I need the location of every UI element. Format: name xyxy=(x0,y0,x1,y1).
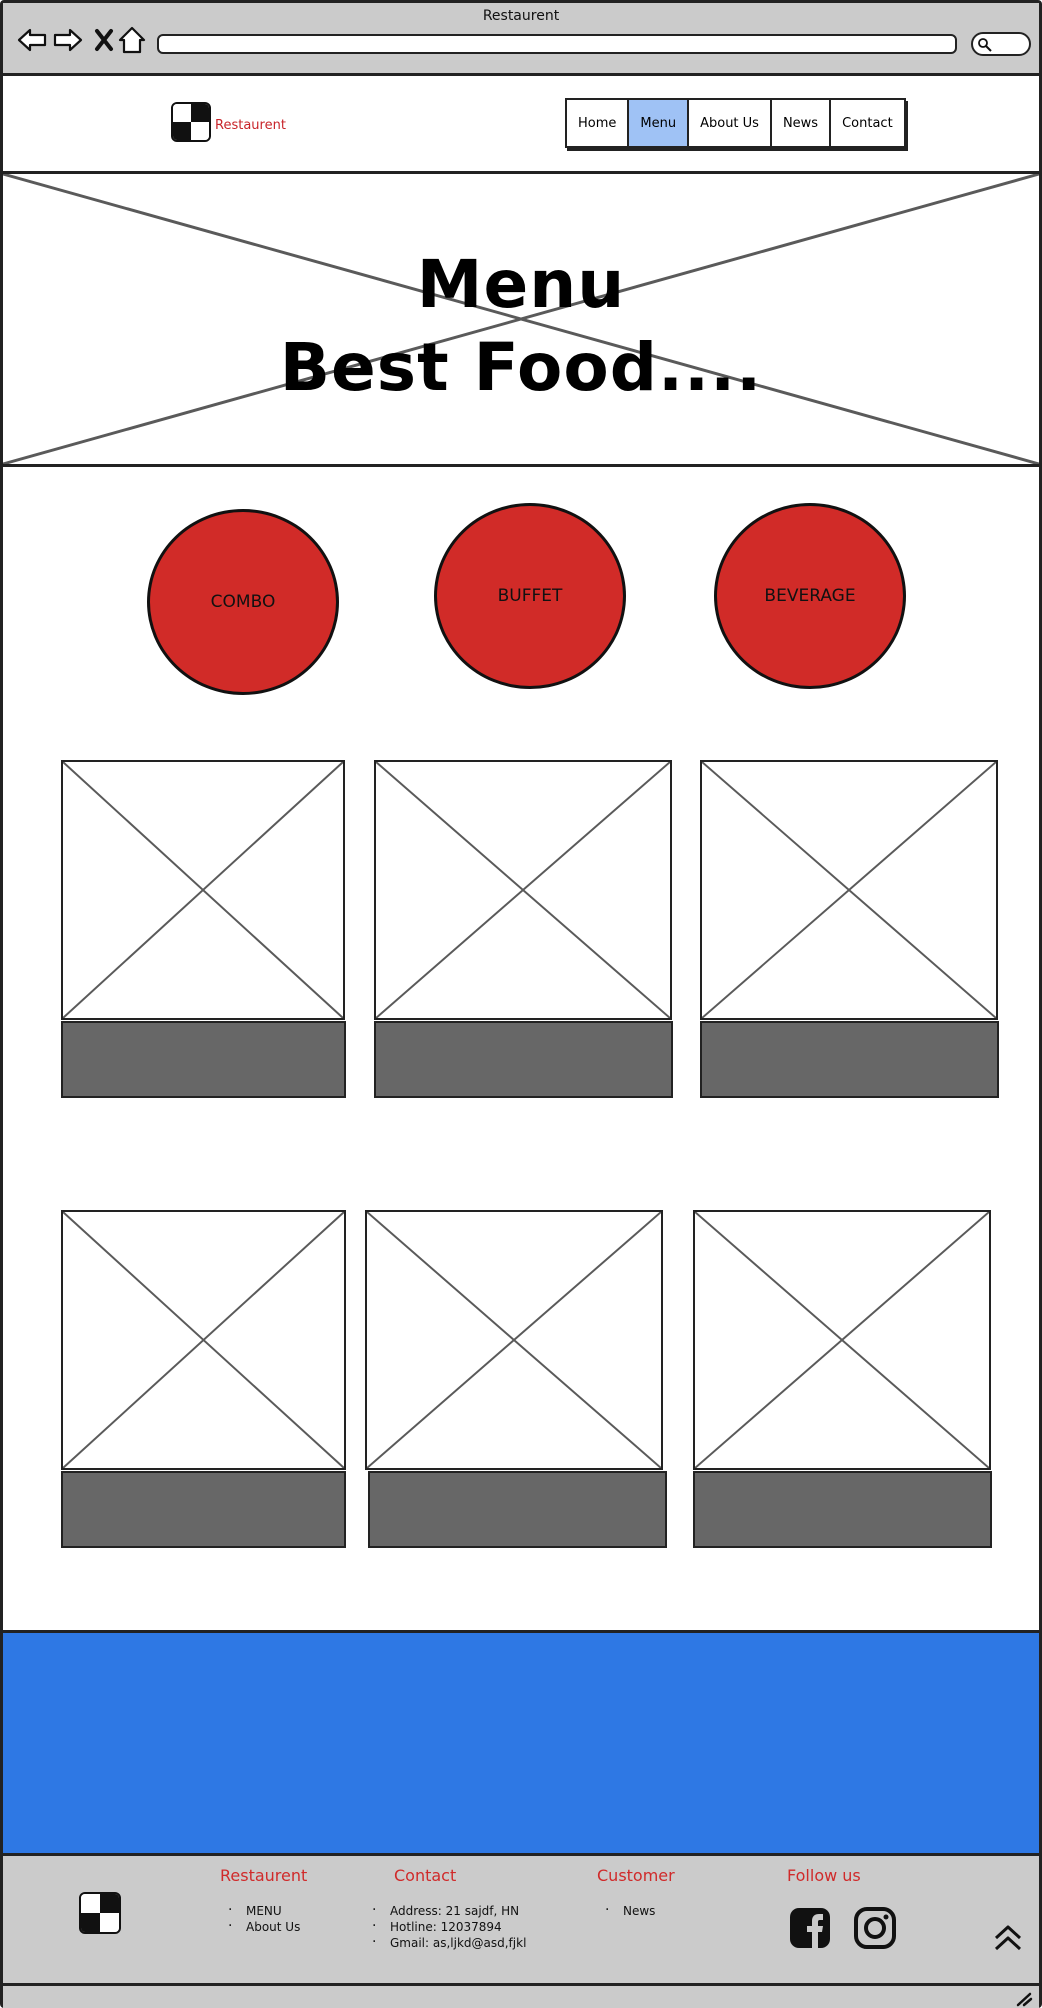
close-icon[interactable] xyxy=(87,23,121,57)
menu-item-image xyxy=(374,760,672,1020)
footer-column-restaurant: Restaurent MENU About Us xyxy=(220,1866,307,1935)
menu-item-caption xyxy=(700,1021,999,1098)
browser-toolbar: Restaurent xyxy=(3,3,1039,76)
menu-item-image xyxy=(700,760,998,1020)
back-arrow-icon[interactable] xyxy=(15,23,49,57)
logo-text: Restaurent xyxy=(215,117,286,133)
hero-image-placeholder xyxy=(3,174,1039,464)
menu-item-caption xyxy=(368,1471,667,1548)
category-buffet-button[interactable]: BUFFET xyxy=(434,503,626,689)
hero-title: Menu xyxy=(416,246,626,323)
search-icon xyxy=(978,38,992,52)
chevron-up-icon[interactable] xyxy=(993,1924,1023,1952)
nav-item-about-us[interactable]: About Us xyxy=(689,100,772,146)
footer-column-follow: Follow us xyxy=(787,1866,861,1903)
site-header: Restaurent Home Menu About Us News Conta… xyxy=(3,76,1039,174)
menu-item-image xyxy=(365,1210,663,1470)
footer-heading-restaurant: Restaurent xyxy=(220,1866,308,1885)
window-title: Restaurent xyxy=(482,8,560,24)
menu-item-image xyxy=(61,1210,346,1470)
forward-arrow-icon[interactable] xyxy=(51,23,85,57)
footer-column-contact: Contact Address: 21 sajdf, HN Hotline: 1… xyxy=(364,1866,526,1951)
main-nav: Home Menu About Us News Contact xyxy=(565,98,906,148)
menu-item-image xyxy=(693,1210,991,1470)
menu-item-caption xyxy=(61,1471,346,1548)
menu-item-image xyxy=(61,760,345,1020)
footer-address: Address: 21 sajdf, HN xyxy=(364,1902,526,1919)
hero-banner: Menu Best Food.... xyxy=(3,174,1039,467)
footer-heading-customer: Customer xyxy=(597,1866,675,1885)
promo-band xyxy=(3,1630,1039,1856)
instagram-icon[interactable] xyxy=(853,1906,897,1950)
category-beverage-button[interactable]: BEVERAGE xyxy=(714,503,906,689)
menu-item-caption xyxy=(693,1471,992,1548)
nav-item-menu[interactable]: Menu xyxy=(629,100,690,146)
footer-column-customer: Customer News xyxy=(597,1866,675,1919)
menu-item-caption xyxy=(61,1021,346,1098)
footer-link-about-us[interactable]: About Us xyxy=(220,1918,307,1935)
logo-mark-icon xyxy=(171,102,211,142)
browser-search-field[interactable] xyxy=(971,32,1031,56)
menu-item-caption xyxy=(374,1021,673,1098)
category-combo-button[interactable]: COMBO xyxy=(147,509,339,695)
footer-logo-icon[interactable] xyxy=(79,1892,121,1934)
footer-hotline: Hotline: 12037894 xyxy=(364,1918,526,1935)
nav-item-home[interactable]: Home xyxy=(567,100,630,146)
home-icon[interactable] xyxy=(115,23,149,57)
footer-link-menu[interactable]: MENU xyxy=(220,1902,307,1919)
url-bar[interactable] xyxy=(157,34,957,54)
hero-subtitle: Best Food.... xyxy=(279,329,763,406)
site-logo[interactable]: Restaurent xyxy=(171,102,286,142)
nav-item-contact[interactable]: Contact xyxy=(831,100,904,146)
site-footer: Restaurent MENU About Us Contact Address… xyxy=(3,1856,1039,1983)
nav-item-news[interactable]: News xyxy=(771,100,832,146)
footer-heading-contact: Contact xyxy=(394,1866,457,1885)
browser-status-bar xyxy=(3,1983,1039,2008)
resize-grip-icon[interactable] xyxy=(1015,1991,1033,2007)
footer-heading-follow: Follow us xyxy=(787,1866,861,1885)
facebook-icon[interactable] xyxy=(788,1906,832,1950)
footer-link-news[interactable]: News xyxy=(597,1902,675,1919)
footer-email: Gmail: as,ljkd@asd,fjkl xyxy=(364,1934,526,1951)
